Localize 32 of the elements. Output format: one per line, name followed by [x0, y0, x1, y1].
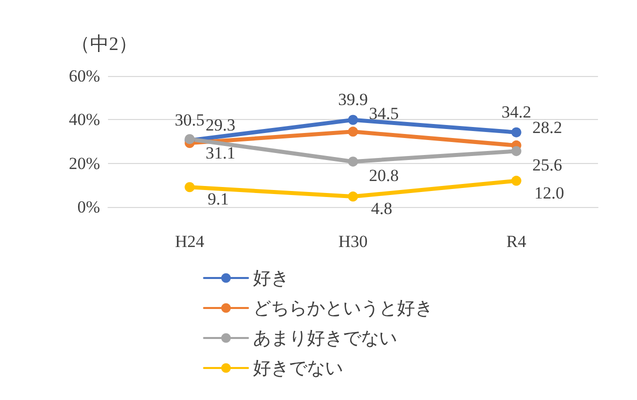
data-label: 30.5 — [174, 110, 205, 130]
x-tick-label: H24 — [175, 232, 205, 251]
data-label: 12.0 — [534, 183, 564, 202]
data-label: 25.6 — [532, 156, 562, 175]
y-tick-label: 0% — [77, 198, 100, 216]
x-tick-label: H30 — [338, 232, 368, 251]
data-label: 9.1 — [208, 190, 229, 209]
data-label: 28.2 — [532, 118, 562, 137]
x-tick-label: R4 — [506, 232, 527, 251]
point — [184, 182, 195, 192]
point — [348, 114, 358, 125]
y-tick-label: 60% — [68, 66, 100, 86]
data-label: 34.5 — [369, 104, 399, 124]
data-label: 20.8 — [369, 166, 399, 186]
data-label: 31.1 — [206, 144, 236, 163]
legend-label: どちらかというと好き — [253, 298, 433, 318]
y-tick-label: 20% — [68, 154, 100, 173]
legend-label: あまり好きでない — [253, 328, 397, 348]
legend-label: 好きでない — [253, 358, 343, 378]
point — [511, 176, 522, 186]
point — [348, 126, 358, 137]
data-label: 34.2 — [501, 102, 532, 122]
chart-title: （中2） — [71, 34, 138, 55]
data-label: 29.3 — [206, 116, 236, 135]
legend-label: 好き — [253, 268, 289, 288]
y-tick-label: 40% — [68, 110, 100, 130]
point — [348, 156, 358, 167]
data-label: 4.8 — [371, 199, 392, 218]
point — [511, 146, 522, 156]
point — [348, 192, 358, 202]
data-label: 39.9 — [338, 90, 368, 109]
point — [511, 127, 522, 138]
